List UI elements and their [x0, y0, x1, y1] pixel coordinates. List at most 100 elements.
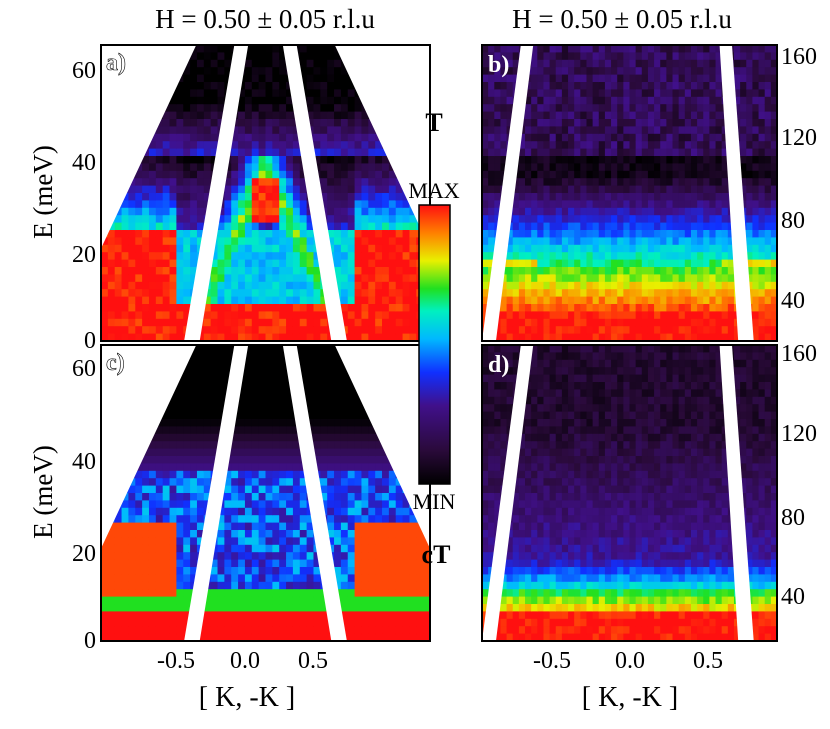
heatmap-c-cell	[176, 507, 184, 516]
heatmap-a-cell	[210, 296, 219, 305]
heatmap-b-cell	[555, 126, 563, 135]
heatmap-a-cell	[196, 178, 205, 187]
heatmap-b-cell	[660, 237, 667, 246]
heatmap-b-cell	[617, 126, 624, 135]
heatmap-a-cell	[169, 148, 177, 157]
heatmap-b-cell	[690, 185, 698, 194]
heatmap-b-cell	[666, 133, 674, 142]
heatmap-c-cell	[265, 359, 273, 368]
heatmap-c-cell	[251, 345, 260, 353]
heatmap-a-cell	[272, 156, 280, 164]
heatmap-b-cell	[629, 59, 637, 68]
heatmap-b-cell	[721, 230, 729, 238]
heatmap-b-cell	[611, 326, 618, 335]
heatmap-a-cell	[382, 207, 390, 216]
heatmap-b-cell	[654, 296, 661, 305]
heatmap-a-cell	[244, 185, 253, 194]
heatmap-c-cell	[196, 352, 205, 361]
heatmap-a-cell	[340, 318, 349, 327]
heatmap-b-cell	[611, 222, 618, 231]
heatmap-a-cell	[176, 156, 184, 164]
heatmap-a-cell	[382, 311, 390, 320]
heatmap-a-cell	[231, 156, 239, 164]
heatmap-b-cell	[758, 141, 766, 150]
heatmap-b-cell	[690, 252, 698, 261]
heatmap-b-cell	[684, 274, 692, 283]
heatmap-a-cell	[409, 215, 417, 224]
heatmap-b-cell	[678, 148, 686, 157]
heatmap-b-cell	[635, 119, 643, 127]
heatmap-b-cell	[586, 96, 594, 105]
heatmap-b-cell	[678, 267, 686, 275]
heatmap-b-cell	[494, 207, 502, 216]
heatmap-c-cell	[162, 604, 171, 612]
heatmap-a-cell	[196, 126, 205, 135]
heatmap-a-cell	[162, 111, 171, 120]
heatmap-c-cell	[203, 626, 212, 635]
heatmap-b-cell	[623, 326, 631, 335]
heatmap-a-cell	[327, 45, 335, 53]
heatmap-a-cell	[286, 185, 294, 194]
heatmap-b-cell	[770, 222, 777, 231]
heatmap-b-cell	[715, 333, 723, 341]
heatmap-c-cell	[217, 574, 225, 583]
heatmap-a-cell	[107, 222, 116, 231]
heatmap-b-cell	[586, 178, 594, 187]
heatmap-c-cell	[135, 581, 143, 590]
heatmap-a-cell	[183, 141, 191, 150]
heatmap-b-cell	[740, 82, 747, 90]
heatmap-b-cell	[500, 156, 508, 164]
heatmap-b-cell	[684, 163, 692, 172]
heatmap-b-cell	[549, 326, 557, 335]
heatmap-b-cell	[617, 215, 624, 224]
heatmap-b-cell	[752, 126, 760, 135]
heatmap-a-cell	[210, 289, 219, 298]
panel-c	[100, 344, 431, 642]
heatmap-a-cell	[203, 111, 212, 120]
heatmap-a-cell	[368, 222, 376, 231]
heatmap-b-cell	[654, 126, 661, 135]
heatmap-b-cell	[611, 74, 618, 83]
heatmap-a-cell	[251, 326, 260, 335]
heatmap-b-cell	[574, 281, 581, 290]
heatmap-b-cell	[721, 141, 729, 150]
heatmap-b-cell	[770, 311, 777, 320]
heatmap-b-cell	[660, 67, 667, 76]
heatmap-b-cell	[623, 237, 631, 246]
heatmap-a-cell	[135, 222, 143, 231]
heatmap-b-cell	[697, 304, 704, 312]
heatmap-c-cell	[231, 456, 239, 464]
heatmap-a-cell	[224, 178, 232, 187]
heatmap-b-cell	[770, 148, 777, 157]
heatmap-a-cell	[265, 156, 273, 164]
heatmap-a-cell	[334, 126, 342, 135]
heatmap-c-cell	[279, 374, 287, 383]
heatmap-b-cell	[604, 45, 612, 53]
heatmap-b-cell	[586, 267, 594, 275]
heatmap-c-cell	[224, 515, 232, 524]
heatmap-a-cell	[224, 326, 232, 335]
heatmap-b-cell	[684, 244, 692, 253]
heatmap-b-cell	[537, 281, 545, 290]
heatmap-a-cell	[155, 215, 164, 224]
heatmap-b-cell	[592, 96, 600, 105]
heatmap-a-cell	[128, 311, 136, 320]
heatmap-a-cell	[354, 289, 363, 298]
heatmap-c-cell	[265, 633, 273, 641]
heatmap-b-cell	[746, 267, 754, 275]
heatmap-a-cell	[251, 170, 260, 179]
heatmap-a-cell	[203, 67, 212, 76]
heatmap-b-cell	[660, 222, 667, 231]
heatmap-b-cell	[574, 163, 581, 172]
heatmap-b-cell	[684, 126, 692, 135]
heatmap-a-cell	[155, 304, 164, 312]
heatmap-a-cell	[251, 67, 260, 76]
heatmap-a-cell	[279, 274, 287, 283]
heatmap-a-cell	[306, 45, 315, 53]
heatmap-a-cell	[135, 296, 143, 305]
heatmap-b-cell	[660, 267, 667, 275]
heatmap-a-cell	[292, 141, 301, 150]
heatmap-a-cell	[183, 200, 191, 209]
heatmap-b-cell	[543, 289, 551, 298]
heatmap-b-cell	[666, 185, 674, 194]
